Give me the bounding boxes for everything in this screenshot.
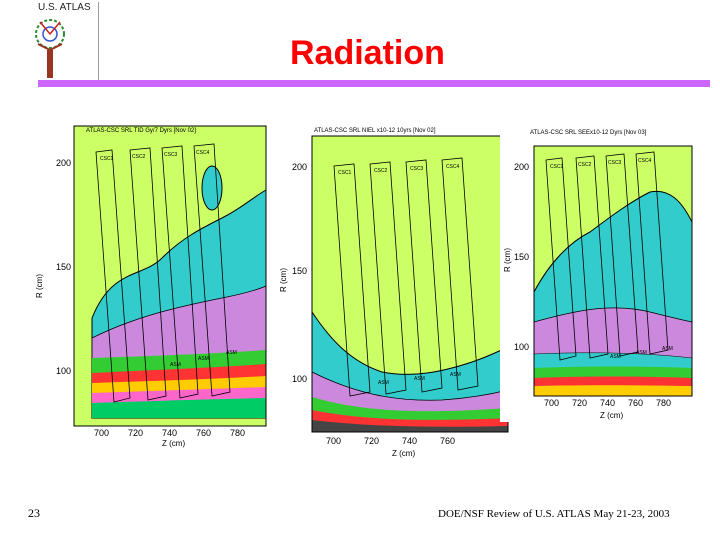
y-tick: 200 [292, 162, 307, 172]
chamber-label: CSC4 [446, 164, 460, 170]
plot-header: ATLAS-CSC SRL TID Gy/7 Dyrs [Nov 02] [86, 128, 196, 134]
asm-label: ASM [198, 356, 209, 362]
logo-text: U.S. ATLAS [38, 2, 91, 13]
page-title: Radiation [290, 34, 445, 72]
x-tick: 780 [230, 428, 245, 438]
plot-header: ATLAS-CSC SRL NIEL x10-12 10yrs [Nov 02] [314, 128, 436, 134]
y-tick: 200 [514, 162, 529, 172]
asm-label: ASM [170, 362, 181, 368]
x-tick: 760 [440, 436, 455, 446]
x-axis-label: Z (cm) [600, 411, 623, 420]
page-number: 23 [28, 506, 40, 520]
x-tick: 720 [572, 398, 587, 408]
chamber-label: CSC3 [164, 152, 178, 158]
asm-label: ASM [378, 380, 389, 386]
x-tick: 720 [364, 436, 379, 446]
y-axis-label: R (cm) [35, 274, 44, 298]
x-tick: 740 [600, 398, 615, 408]
y-tick: 150 [292, 266, 307, 276]
y-tick: 100 [292, 374, 307, 384]
y-axis-label: R (cm) [503, 248, 512, 272]
radiation-plot-1: ATLAS-CSC SRL TID Gy/7 Dyrs [Nov 02] CSC… [35, 118, 272, 448]
chamber-label: CSC1 [550, 164, 564, 170]
y-axis-label: R (cm) [279, 268, 288, 292]
chamber-label: CSC2 [132, 154, 146, 160]
y-tick: 200 [56, 158, 71, 168]
y-tick: 150 [514, 252, 529, 262]
asm-label: ASM [636, 350, 647, 356]
asm-label: ASM [610, 354, 621, 360]
radiation-plot-2: ATLAS-CSC SRL NIEL x10-12 10yrs [Nov 02]… [279, 122, 512, 458]
x-tick: 760 [196, 428, 211, 438]
y-tick: 100 [56, 366, 71, 376]
x-tick: 700 [544, 398, 559, 408]
chamber-label: CSC4 [638, 158, 652, 164]
x-tick: 700 [94, 428, 109, 438]
chamber-label: CSC3 [608, 160, 622, 166]
chamber-label: CSC1 [100, 156, 114, 162]
header-rule [38, 80, 710, 87]
chamber-label: CSC2 [374, 168, 388, 174]
y-tick: 100 [514, 342, 529, 352]
x-axis-label: Z (cm) [392, 449, 415, 458]
x-tick: 700 [326, 436, 341, 446]
asm-label: ASM [226, 350, 237, 356]
chamber-label: CSC4 [196, 150, 210, 156]
footer-text: DOE/NSF Review of U.S. ATLAS May 21-23, … [438, 508, 670, 520]
x-axis-label: Z (cm) [162, 439, 185, 448]
asm-label: ASM [414, 376, 425, 382]
us-atlas-logo: U.S. ATLAS [28, 2, 99, 80]
plot-header: ATLAS-CSC SRL SEEx10-12 Dyrs [Nov 03] [530, 130, 647, 136]
y-tick: 150 [56, 262, 71, 272]
asm-label: ASM [662, 346, 673, 352]
x-tick: 780 [656, 398, 671, 408]
x-tick: 760 [628, 398, 643, 408]
asm-label: ASM [450, 372, 461, 378]
chamber-label: CSC2 [578, 162, 592, 168]
x-tick: 740 [402, 436, 417, 446]
chamber-label: CSC1 [338, 170, 352, 176]
radiation-plot-3: ATLAS-CSC SRL SEEx10-12 Dyrs [Nov 03] CS… [500, 122, 700, 422]
chamber-label: CSC3 [410, 166, 424, 172]
atlas-figure-icon [35, 19, 65, 78]
x-tick: 740 [162, 428, 177, 438]
x-tick: 720 [128, 428, 143, 438]
